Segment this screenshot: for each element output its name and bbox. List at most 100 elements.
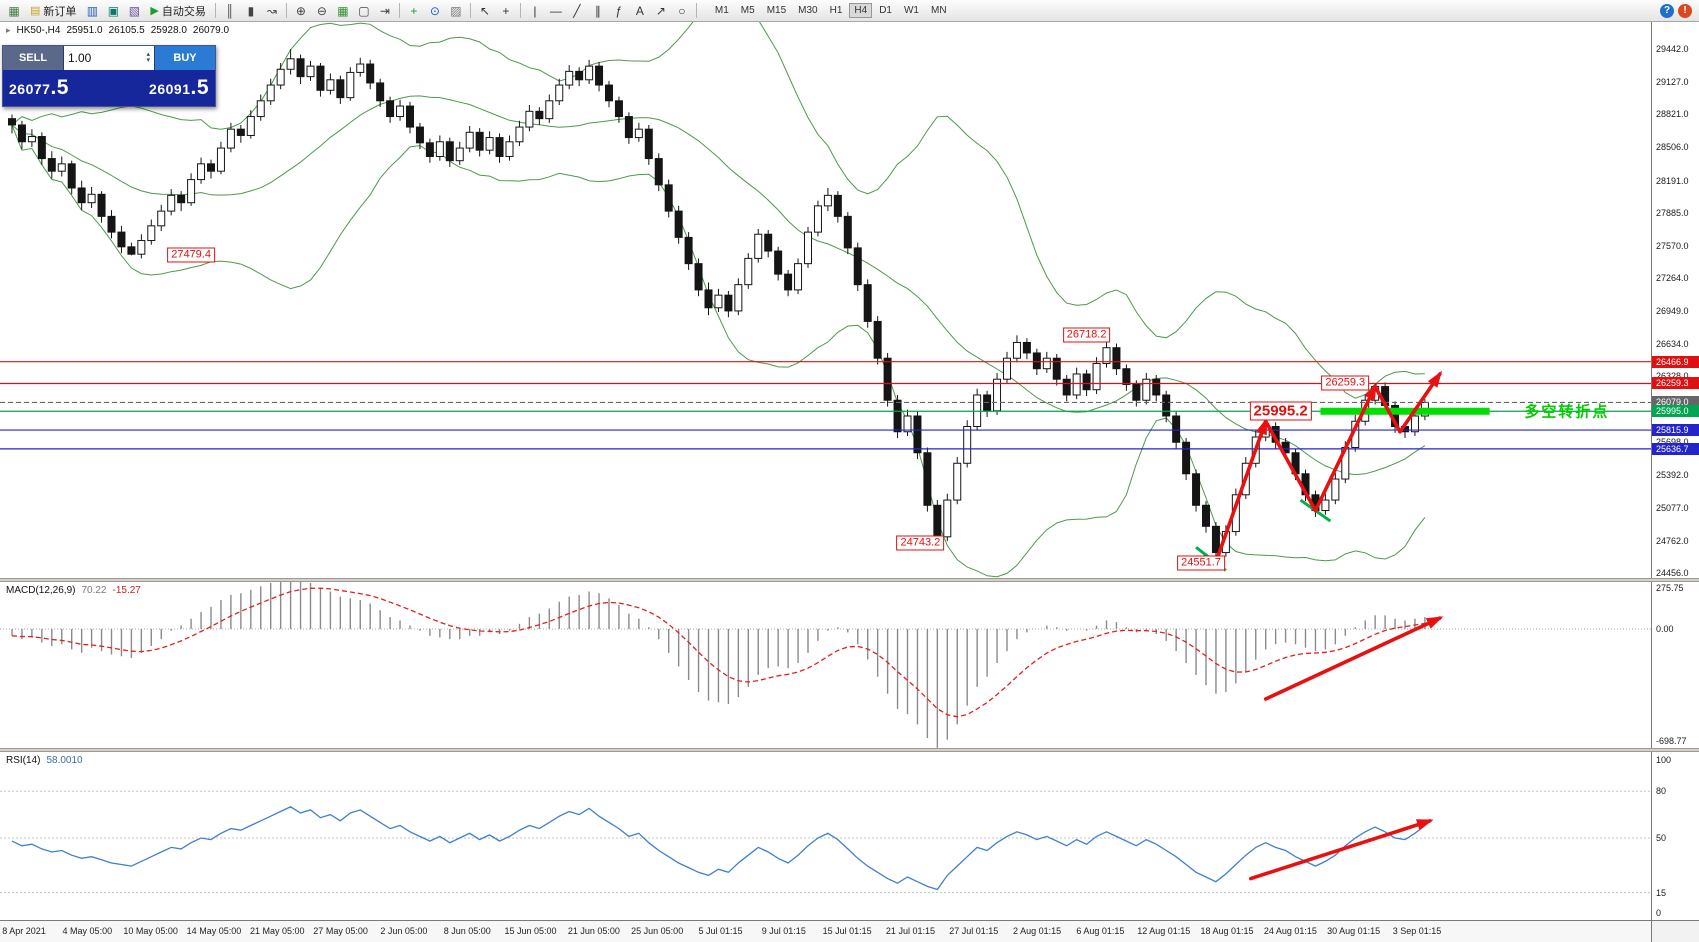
timeframe-w1[interactable]: W1	[903, 5, 919, 16]
price-chart-canvas[interactable]	[0, 22, 1651, 578]
spin-down-icon[interactable]: ▾	[146, 57, 150, 64]
candles	[8, 49, 1429, 563]
buy-button[interactable]: BUY	[155, 46, 215, 70]
rsi-canvas[interactable]	[0, 752, 1651, 920]
timeframe-d1[interactable]: D1	[879, 5, 892, 16]
price-callout[interactable]: 24743.2	[896, 535, 945, 551]
timeframe-m5[interactable]: M5	[740, 5, 755, 16]
periods-icon[interactable]: ⊙	[425, 2, 445, 20]
zoom-out-icon[interactable]: ⊖	[312, 2, 332, 20]
volume-spinner[interactable]: ▴ ▾	[146, 51, 150, 64]
chart-ohlc-header: ▸ HK50-,H4 25951.0 26105.5 25928.0 26079…	[6, 25, 229, 36]
chart-profiles-icon[interactable]: ▥	[82, 2, 102, 20]
macd-trend-arrow[interactable]	[1263, 616, 1444, 701]
help-icon[interactable]: ?	[1660, 3, 1674, 18]
price-callout[interactable]: 24551.7	[1177, 555, 1225, 571]
macd-panel[interactable]: MACD(12,26,9) 70.22 -15.27	[0, 582, 1651, 748]
rsi-value: 58.0010	[46, 755, 83, 766]
new-chart-icon[interactable]: ▦	[4, 2, 24, 20]
price-callout[interactable]: 25995.2	[1249, 401, 1312, 421]
sell-button[interactable]: SELL	[3, 46, 64, 70]
templates-icon: ▨	[450, 3, 462, 18]
new-order-button[interactable]: ▤ 新订单	[25, 2, 81, 20]
volume-input[interactable]: 1.00 ▴ ▾	[64, 46, 155, 70]
shapes-icon: ○	[678, 3, 686, 18]
one-click-trading-panel: SELL 1.00 ▴ ▾ BUY 26077.5 26091.5	[2, 45, 216, 107]
crosshair-icon[interactable]: +	[496, 2, 516, 20]
trendline-icon: ╱	[573, 3, 581, 18]
templates-icon[interactable]: ▨	[446, 2, 466, 20]
macd-canvas[interactable]	[0, 582, 1651, 748]
vertical-line-icon[interactable]: |	[525, 2, 545, 20]
timeframe-h4[interactable]: H4	[849, 3, 873, 18]
fibonacci-icon[interactable]: ƒ	[609, 2, 629, 20]
chart-shift-icon[interactable]: ⇥	[375, 2, 395, 20]
auto-arrange-icon[interactable]: ▢	[354, 2, 374, 20]
rsi-label: RSI(14) 58.0010	[6, 755, 83, 766]
price-tag: 26259.3	[1652, 377, 1699, 390]
shapes-icon[interactable]: ○	[672, 2, 692, 20]
chart-symbol-period: HK50-,H4	[16, 25, 61, 36]
bull-bear-note[interactable]: 多空转折点	[1524, 403, 1610, 421]
price-tag: 25995.0	[1652, 405, 1699, 418]
arrows-tool-icon[interactable]: ↗	[651, 2, 671, 20]
timeframe-h1[interactable]: H1	[829, 5, 843, 16]
macd-axis[interactable]: 275.75 0.00 -698.77	[1651, 582, 1699, 748]
price-chart-panel[interactable]: ▸ HK50-,H4 25951.0 26105.5 25928.0 26079…	[0, 22, 1651, 578]
price-tag: 25636.7	[1652, 442, 1699, 455]
navigator-icon[interactable]: ▧	[124, 2, 144, 20]
cursor-icon[interactable]: ↖	[475, 2, 495, 20]
market-watch-icon[interactable]: ▣	[103, 2, 123, 20]
horizontal-line-icon[interactable]: —	[546, 2, 566, 20]
autotrading-button[interactable]: ▶ 自动交易	[145, 2, 210, 20]
zoom-in-icon[interactable]: ⊕	[291, 2, 311, 20]
rsi-trend-arrow[interactable]	[1248, 819, 1434, 881]
trend-arrow[interactable]	[1373, 384, 1402, 434]
panel-separator[interactable]	[0, 748, 1699, 752]
ohlc-low: 25928.0	[150, 25, 187, 36]
bar-chart-icon[interactable]: ║	[220, 2, 240, 20]
time-axis[interactable]: 8 Apr 2021 4 May 05:00 10 May 05:00 14 May …	[0, 920, 1651, 942]
fibonacci-icon: ƒ	[615, 3, 623, 18]
toolbar-separator	[285, 3, 287, 18]
trendline-icon[interactable]: ╱	[567, 2, 587, 20]
buy-price-main: 26091	[149, 81, 191, 97]
trend-arrow[interactable]	[1398, 370, 1443, 434]
trend-arrow[interactable]	[1263, 419, 1318, 513]
line-chart-icon[interactable]: ↝	[262, 2, 282, 20]
spin-up-icon[interactable]: ▴	[146, 51, 150, 58]
trend-arrow[interactable]	[1214, 417, 1268, 564]
time-label: 9 Jul 01:15	[761, 926, 806, 936]
timeframe-m1[interactable]: M1	[714, 5, 729, 16]
time-label: 3 Sep 01:15	[1392, 926, 1442, 936]
toolbar-separator	[469, 3, 471, 18]
price-callout[interactable]: 27479.4	[167, 247, 215, 263]
timeframe-m30[interactable]: M30	[798, 5, 818, 16]
sell-price[interactable]: 26077.5	[9, 76, 69, 100]
buy-price[interactable]: 26091.5	[149, 76, 209, 100]
time-label: 5 Jul 01:15	[698, 926, 743, 936]
candlestick-chart-icon[interactable]: ▮	[241, 2, 261, 20]
timeframe-m15[interactable]: M15	[766, 5, 787, 16]
tile-windows-icon[interactable]: ▦	[333, 2, 353, 20]
panel-separator[interactable]	[0, 578, 1699, 582]
rsi-axis[interactable]: 100 80 50 15 0	[1651, 752, 1699, 920]
price-axis[interactable]: 29442.0 29127.0 28821.0 28506.0 28191.0 27885…	[1651, 22, 1699, 578]
price-callout[interactable]: 26718.2	[1062, 327, 1111, 343]
autotrading-label: 自动交易	[161, 5, 206, 18]
channel-icon[interactable]: ∥	[588, 2, 608, 20]
quote-price-row: 26077.5 26091.5	[3, 70, 215, 106]
time-label: 4 May 05:00	[62, 926, 113, 936]
price-tick-label: 26949.0	[1656, 306, 1689, 317]
text-label-icon[interactable]: A	[630, 2, 650, 20]
alerts-icon[interactable]: !	[1678, 3, 1692, 18]
price-tick-label: 24456.0	[1656, 567, 1689, 578]
price-callout[interactable]: 26259.3	[1321, 375, 1370, 391]
ohlc-open: 25951.0	[66, 25, 103, 36]
channel-icon: ∥	[594, 3, 601, 18]
indicators-icon[interactable]: +	[404, 2, 424, 20]
rsi-panel[interactable]: RSI(14) 58.0010	[0, 752, 1651, 920]
new-order-icon: ▤	[30, 5, 41, 17]
timeframe-mn[interactable]: MN	[930, 5, 947, 16]
rsi-tick-label: 15	[1656, 887, 1667, 898]
